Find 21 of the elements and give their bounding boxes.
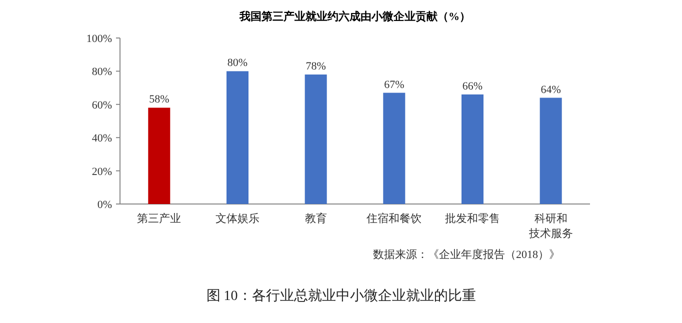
x-tick-label: 教育 [304, 212, 327, 225]
y-tick-label: 100% [86, 33, 112, 45]
x-tick-label: 第三产业 [137, 212, 182, 225]
title: 我国第三产业就业约六成由小微企业贡献（%） [240, 11, 470, 23]
y-tick-label: 0% [97, 199, 112, 211]
data-label: 67% [384, 78, 404, 91]
source-note: 数据来源：《企业年度报告（2018）》 [373, 248, 560, 261]
x-tick-label: 住宿和餐饮 [366, 212, 422, 225]
y-tick-label: 60% [92, 99, 112, 112]
data-label: 80% [227, 57, 248, 70]
x-tick-label: 批发和零售 [445, 212, 500, 225]
data-label: 64% [540, 84, 561, 96]
caption: 图 10：各行业总就业中小微企业就业的比重 [206, 288, 476, 304]
y-tick-label: 80% [92, 66, 112, 78]
data-label: 58% [149, 94, 170, 106]
x-tick-label: 科研和技术服务 [528, 212, 573, 240]
y-tick-label: 20% [92, 166, 112, 178]
y-tick-label: 40% [92, 132, 112, 145]
data-label: 78% [306, 60, 326, 73]
data-label: 66% [462, 80, 483, 92]
x-tick-label: 文体娱乐 [216, 212, 260, 225]
